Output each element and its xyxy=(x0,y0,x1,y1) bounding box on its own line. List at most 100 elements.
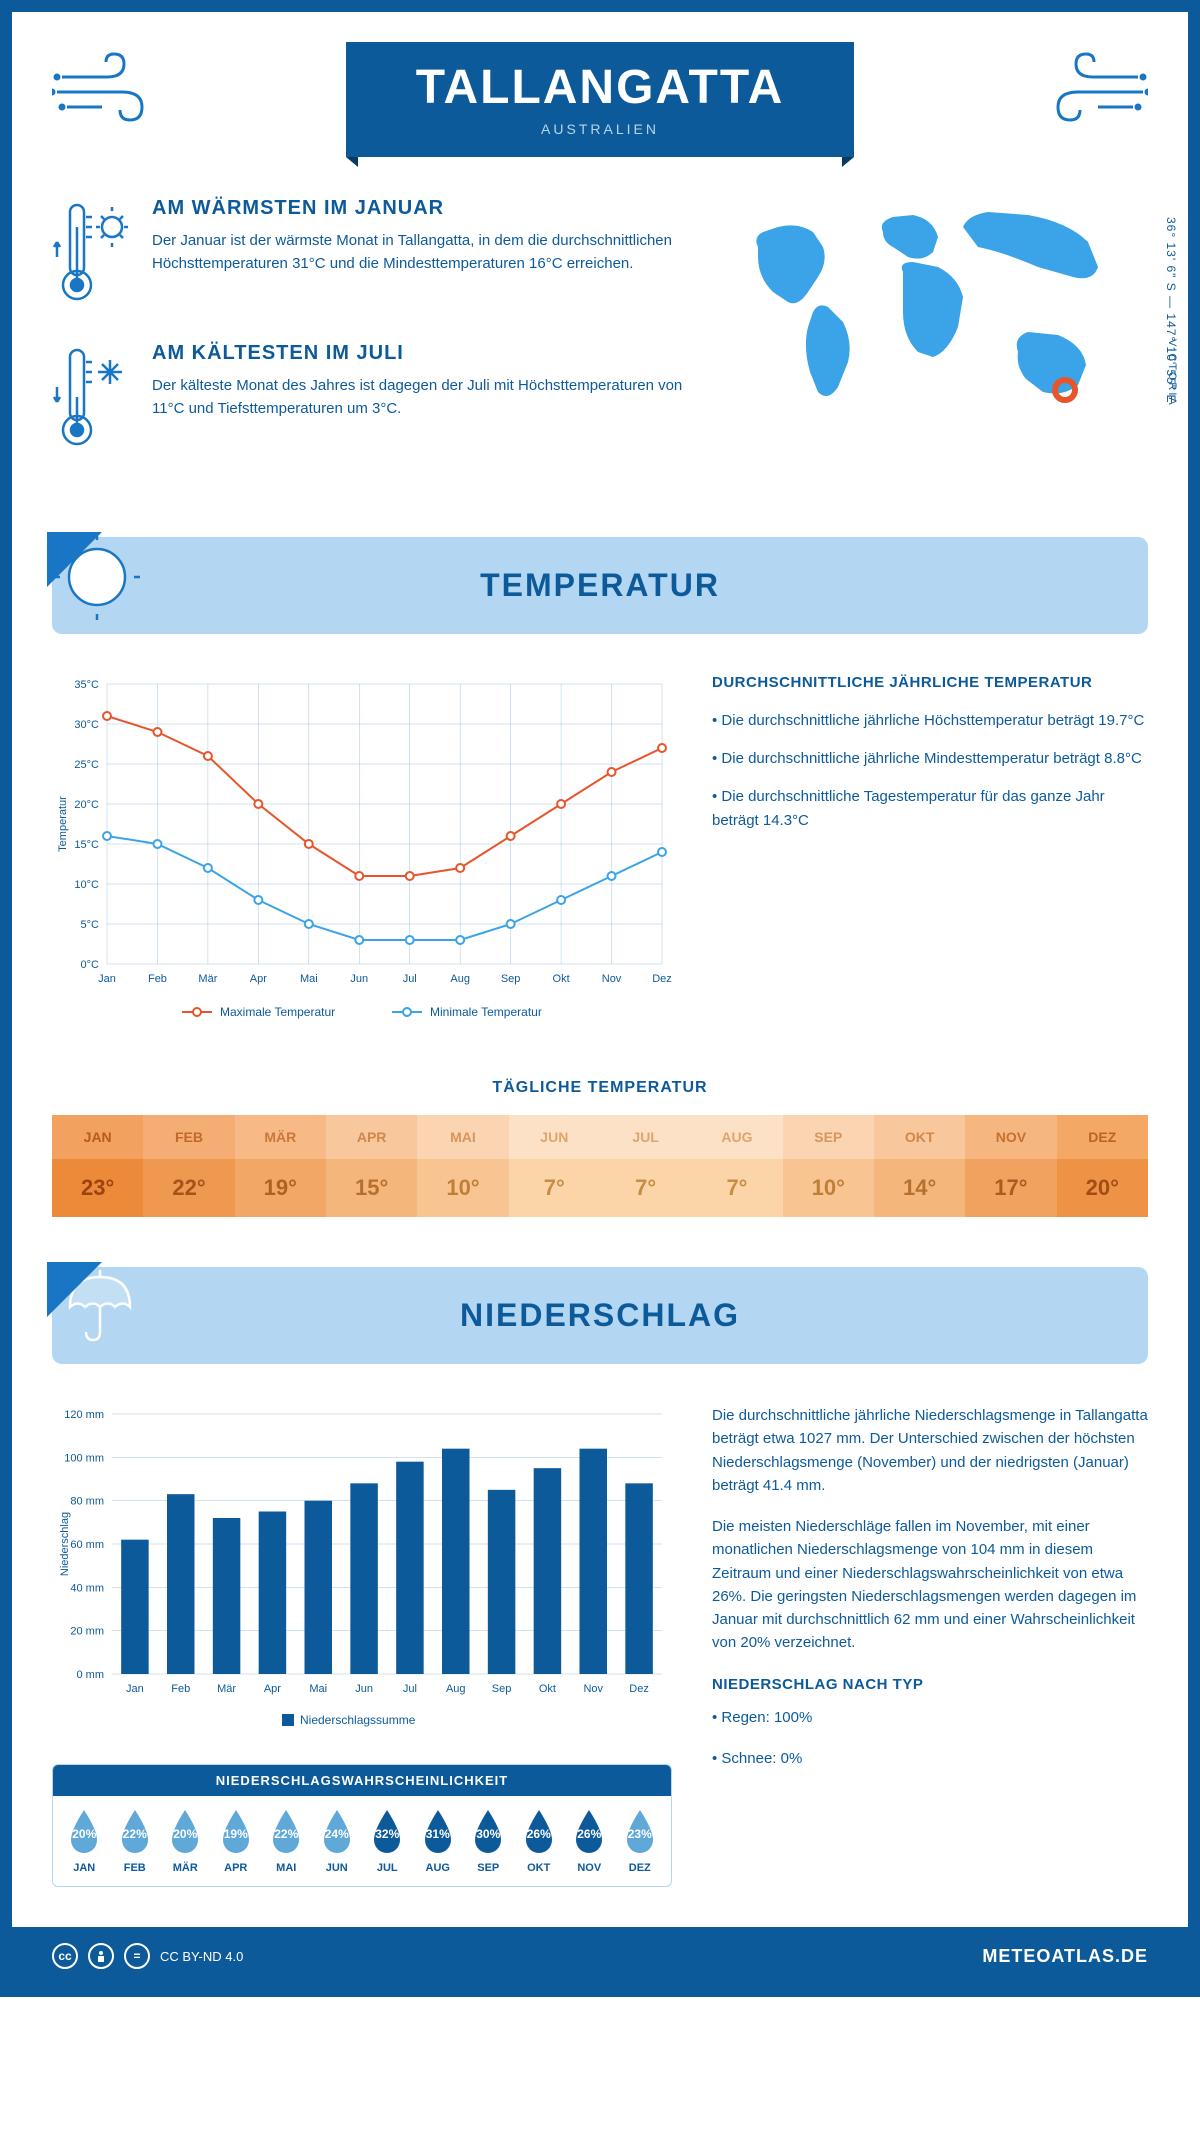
temp-cell: DEZ20° xyxy=(1057,1115,1148,1217)
prob-cell: 20%MÄR xyxy=(162,1808,209,1874)
temp-cell: JUN7° xyxy=(509,1115,600,1217)
warmest-heading: AM WÄRMSTEN IM JANUAR xyxy=(152,197,688,220)
avg-temp-bullet-2: • Die durchschnittliche Tagestemperatur … xyxy=(712,785,1148,833)
prob-cell: 31%AUG xyxy=(415,1808,462,1874)
wind-icon-right xyxy=(1038,52,1148,137)
coldest-block: AM KÄLTESTEN IM JULI Der kälteste Monat … xyxy=(52,342,688,457)
prob-cell: 32%JUL xyxy=(364,1808,411,1874)
daily-temp-title: TÄGLICHE TEMPERATUR xyxy=(52,1079,1148,1097)
svg-text:120 mm: 120 mm xyxy=(64,1409,104,1421)
prob-cell: 20%JAN xyxy=(61,1808,108,1874)
temp-cell: JAN23° xyxy=(52,1115,143,1217)
svg-text:Apr: Apr xyxy=(250,973,267,985)
prob-cell: 23%DEZ xyxy=(617,1808,664,1874)
thermometer-hot-icon xyxy=(52,197,132,312)
region-label: VICTORIA xyxy=(1166,339,1178,407)
prob-cell: 22%MAI xyxy=(263,1808,310,1874)
svg-text:10°C: 10°C xyxy=(74,879,99,891)
temp-cell: AUG7° xyxy=(691,1115,782,1217)
svg-text:Jun: Jun xyxy=(355,1683,373,1695)
temp-cell: SEP10° xyxy=(783,1115,874,1217)
page-subtitle: AUSTRALIEN xyxy=(416,121,785,137)
title-banner: TALLANGATTA AUSTRALIEN xyxy=(346,42,855,157)
prob-cell: 30%SEP xyxy=(465,1808,512,1874)
precipitation-title: NIEDERSCHLAG xyxy=(72,1297,1128,1334)
coldest-heading: AM KÄLTESTEN IM JULI xyxy=(152,342,688,365)
prob-cell: 26%NOV xyxy=(566,1808,613,1874)
svg-text:Okt: Okt xyxy=(553,973,570,985)
prob-cell: 19%APR xyxy=(213,1808,260,1874)
page-title: TALLANGATTA xyxy=(416,60,785,115)
precipitation-bar-chart: 0 mm20 mm40 mm60 mm80 mm100 mm120 mmJanF… xyxy=(52,1404,672,1739)
nd-icon: = xyxy=(124,1943,150,1969)
svg-text:80 mm: 80 mm xyxy=(70,1496,104,1508)
prob-cell: 26%OKT xyxy=(516,1808,563,1874)
svg-text:Dez: Dez xyxy=(652,973,672,985)
site-name: METEOATLAS.DE xyxy=(982,1946,1148,1967)
info-row: AM WÄRMSTEN IM JANUAR Der Januar ist der… xyxy=(52,197,1148,487)
wind-icon-left xyxy=(52,52,162,137)
by-icon xyxy=(88,1943,114,1969)
svg-text:Sep: Sep xyxy=(501,973,521,985)
svg-text:0°C: 0°C xyxy=(81,959,100,971)
prob-title: NIEDERSCHLAGSWAHRSCHEINLICHKEIT xyxy=(53,1765,671,1796)
precipitation-banner: NIEDERSCHLAG xyxy=(52,1267,1148,1364)
temperature-line-chart: 0°C 5°C 10°C 15°C 20°C 25°C 30°C 35°C Jan Feb Mär A… xyxy=(52,674,672,1039)
thermometer-cold-icon xyxy=(52,342,132,457)
svg-text:Jul: Jul xyxy=(403,973,417,985)
svg-text:25°C: 25°C xyxy=(74,759,99,771)
svg-text:Maximale Temperatur: Maximale Temperatur xyxy=(220,1005,335,1019)
precipitation-probability-table: NIEDERSCHLAGSWAHRSCHEINLICHKEIT 20%JAN22… xyxy=(52,1764,672,1887)
svg-text:20°C: 20°C xyxy=(74,799,99,811)
prob-cell: 24%JUN xyxy=(314,1808,361,1874)
svg-text:Mär: Mär xyxy=(217,1683,236,1695)
prob-cell: 22%FEB xyxy=(112,1808,159,1874)
svg-text:15°C: 15°C xyxy=(74,839,99,851)
svg-text:Feb: Feb xyxy=(171,1683,190,1695)
svg-text:0 mm: 0 mm xyxy=(77,1669,105,1681)
svg-text:Mär: Mär xyxy=(198,973,217,985)
temp-cell: MÄR19° xyxy=(235,1115,326,1217)
svg-text:Nov: Nov xyxy=(602,973,622,985)
header: TALLANGATTA AUSTRALIEN xyxy=(52,42,1148,157)
svg-text:Niederschlagssumme: Niederschlagssumme xyxy=(300,1713,416,1727)
temp-cell: NOV17° xyxy=(965,1115,1056,1217)
temperature-title: TEMPERATUR xyxy=(72,567,1128,604)
temp-cell: OKT14° xyxy=(874,1115,965,1217)
svg-text:Jun: Jun xyxy=(350,973,368,985)
svg-text:Apr: Apr xyxy=(264,1683,281,1695)
precip-type-0: • Regen: 100% xyxy=(712,1706,1148,1729)
warmest-text: Der Januar ist der wärmste Monat in Tall… xyxy=(152,230,688,275)
svg-text:Aug: Aug xyxy=(450,973,470,985)
svg-text:Sep: Sep xyxy=(492,1683,512,1695)
temp-cell: JUL7° xyxy=(600,1115,691,1217)
coldest-text: Der kälteste Monat des Jahres ist dagege… xyxy=(152,375,688,420)
avg-temp-bullet-1: • Die durchschnittliche jährliche Mindes… xyxy=(712,747,1148,771)
svg-text:Mai: Mai xyxy=(309,1683,327,1695)
svg-text:35°C: 35°C xyxy=(74,679,99,691)
svg-text:Niederschlag: Niederschlag xyxy=(59,1512,71,1576)
world-map: 36° 13' 6" S — 147° 10' 55" E VICTORIA xyxy=(728,197,1148,487)
precip-para-1: Die durchschnittliche jährliche Niedersc… xyxy=(712,1404,1148,1497)
svg-text:Feb: Feb xyxy=(148,973,167,985)
svg-text:60 mm: 60 mm xyxy=(70,1539,104,1551)
footer: cc = CC BY-ND 4.0 METEOATLAS.DE xyxy=(12,1927,1188,1985)
svg-text:Jan: Jan xyxy=(126,1683,144,1695)
svg-text:100 mm: 100 mm xyxy=(64,1452,104,1464)
svg-text:30°C: 30°C xyxy=(74,719,99,731)
svg-text:Jul: Jul xyxy=(403,1683,417,1695)
svg-text:5°C: 5°C xyxy=(81,919,100,931)
cc-icon: cc xyxy=(52,1943,78,1969)
svg-text:Nov: Nov xyxy=(583,1683,603,1695)
temp-cell: APR15° xyxy=(326,1115,417,1217)
precip-type-heading: NIEDERSCHLAG NACH TYP xyxy=(712,1673,1148,1696)
temp-cell: MAI10° xyxy=(417,1115,508,1217)
svg-text:20 mm: 20 mm xyxy=(70,1626,104,1638)
temp-cell: FEB22° xyxy=(143,1115,234,1217)
warmest-block: AM WÄRMSTEN IM JANUAR Der Januar ist der… xyxy=(52,197,688,312)
precip-type-1: • Schnee: 0% xyxy=(712,1747,1148,1770)
daily-temp-table: JAN23°FEB22°MÄR19°APR15°MAI10°JUN7°JUL7°… xyxy=(52,1115,1148,1217)
svg-text:Dez: Dez xyxy=(629,1683,649,1695)
avg-temp-heading: DURCHSCHNITTLICHE JÄHRLICHE TEMPERATUR xyxy=(712,674,1148,691)
svg-text:Jan: Jan xyxy=(98,973,116,985)
